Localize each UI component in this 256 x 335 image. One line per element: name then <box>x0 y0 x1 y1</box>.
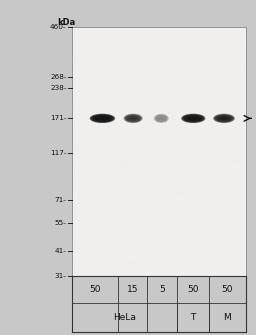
Ellipse shape <box>214 114 234 123</box>
Ellipse shape <box>130 118 136 119</box>
Ellipse shape <box>181 114 205 123</box>
Text: 50: 50 <box>89 285 100 294</box>
Ellipse shape <box>185 116 202 121</box>
Ellipse shape <box>95 116 110 121</box>
Ellipse shape <box>215 114 233 122</box>
Ellipse shape <box>186 116 201 121</box>
Text: 50: 50 <box>221 285 233 294</box>
Bar <box>72 27 246 276</box>
Ellipse shape <box>156 115 167 122</box>
Ellipse shape <box>155 115 167 122</box>
Text: 31-: 31- <box>55 273 67 279</box>
Text: 5: 5 <box>159 285 165 294</box>
Ellipse shape <box>90 114 115 123</box>
Text: M: M <box>223 313 231 322</box>
Text: HeLa: HeLa <box>113 313 136 322</box>
Text: 460-: 460- <box>50 24 67 30</box>
Ellipse shape <box>125 114 142 122</box>
Text: T: T <box>190 313 196 322</box>
Ellipse shape <box>124 114 143 123</box>
Text: 15: 15 <box>127 285 138 294</box>
Text: SMC3: SMC3 <box>255 114 256 123</box>
Ellipse shape <box>124 114 142 123</box>
Ellipse shape <box>90 114 114 123</box>
Ellipse shape <box>217 116 231 121</box>
Ellipse shape <box>155 114 168 122</box>
Ellipse shape <box>213 114 235 123</box>
Ellipse shape <box>92 115 113 122</box>
Text: 268-: 268- <box>50 74 67 80</box>
Ellipse shape <box>125 115 141 122</box>
Ellipse shape <box>94 117 110 120</box>
Text: 55-: 55- <box>55 220 67 226</box>
Ellipse shape <box>184 115 202 122</box>
Ellipse shape <box>219 117 229 120</box>
Ellipse shape <box>154 114 168 123</box>
Ellipse shape <box>126 115 140 122</box>
Ellipse shape <box>215 115 233 122</box>
Ellipse shape <box>93 115 112 122</box>
Ellipse shape <box>183 115 203 122</box>
Text: 71-: 71- <box>55 197 67 203</box>
Ellipse shape <box>126 116 140 121</box>
Text: 117-: 117- <box>50 150 67 156</box>
Ellipse shape <box>186 117 200 120</box>
Ellipse shape <box>182 114 205 123</box>
Ellipse shape <box>186 116 200 121</box>
Ellipse shape <box>127 116 139 121</box>
Text: 238-: 238- <box>50 85 67 91</box>
Ellipse shape <box>183 114 204 122</box>
Ellipse shape <box>94 116 111 121</box>
Text: kDa: kDa <box>58 18 76 27</box>
Ellipse shape <box>94 116 110 121</box>
Text: 50: 50 <box>187 285 199 294</box>
Ellipse shape <box>217 116 231 121</box>
Ellipse shape <box>91 114 114 122</box>
Text: 41-: 41- <box>55 248 67 254</box>
Ellipse shape <box>154 114 169 123</box>
Ellipse shape <box>216 115 232 122</box>
Text: 171-: 171- <box>50 115 67 121</box>
